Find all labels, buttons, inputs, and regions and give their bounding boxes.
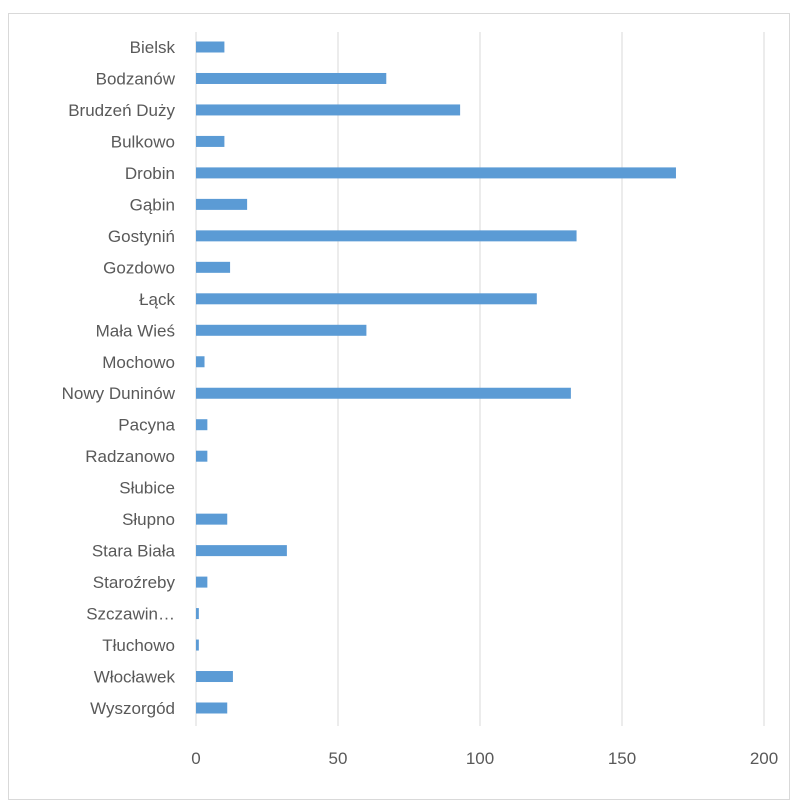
bar (196, 135, 225, 147)
bar (196, 387, 571, 399)
category-label: Drobin (125, 164, 175, 183)
x-tick-label: 50 (329, 749, 348, 768)
bar (196, 576, 208, 588)
bar (196, 356, 205, 368)
category-labels: Bielsk Bodzanów Brudzeń Duży Bulkowo Drobin G… (62, 38, 176, 718)
bar (196, 702, 228, 714)
bar (196, 41, 225, 53)
category-label: Mała Wieś (96, 321, 175, 340)
category-label: Gozdowo (103, 258, 175, 277)
category-label: Łąck (139, 290, 175, 309)
category-label: Gąbin (130, 195, 175, 214)
x-tick-label: 150 (608, 749, 636, 768)
category-label: Wyszorgód (90, 699, 175, 718)
category-label: Słupno (122, 510, 175, 529)
category-label: Bodzanów (96, 69, 176, 88)
category-label: Tłuchowo (102, 636, 175, 655)
x-tick-label: 100 (466, 749, 494, 768)
bar (196, 293, 537, 305)
category-label: Staroźreby (93, 573, 176, 592)
bar (196, 167, 676, 179)
category-label: Stara Biała (92, 542, 176, 561)
bar (196, 261, 231, 273)
bar (196, 104, 461, 116)
bar-layer (196, 41, 676, 714)
bar (196, 545, 287, 557)
x-tick-label: 0 (191, 749, 200, 768)
category-label: Bulkowo (111, 132, 175, 151)
category-label: Pacyna (118, 416, 175, 435)
bar (196, 419, 208, 431)
grid-layer (195, 32, 765, 726)
bar (196, 230, 577, 242)
bar (196, 450, 208, 462)
category-label: Gostyniń (108, 227, 175, 246)
bar (196, 198, 248, 210)
category-label: Włocławek (94, 668, 176, 687)
x-tick-label: 200 (750, 749, 778, 768)
category-label: Brudzeń Duży (68, 101, 175, 120)
category-label: Mochowo (102, 353, 175, 372)
category-label: Bielsk (130, 38, 176, 57)
category-label: Szczawin… (86, 605, 175, 624)
category-label: Radzanowo (85, 447, 175, 466)
tick-labels: 0 50 100 150 200 (191, 749, 778, 768)
category-label: Słubice (119, 479, 175, 498)
bar (196, 513, 228, 525)
bar (196, 608, 199, 620)
bar (196, 671, 233, 683)
category-label: Nowy Duninów (62, 384, 176, 403)
bar (196, 324, 367, 336)
chart-frame (8, 13, 790, 800)
bar (196, 72, 387, 84)
bar (196, 639, 199, 651)
